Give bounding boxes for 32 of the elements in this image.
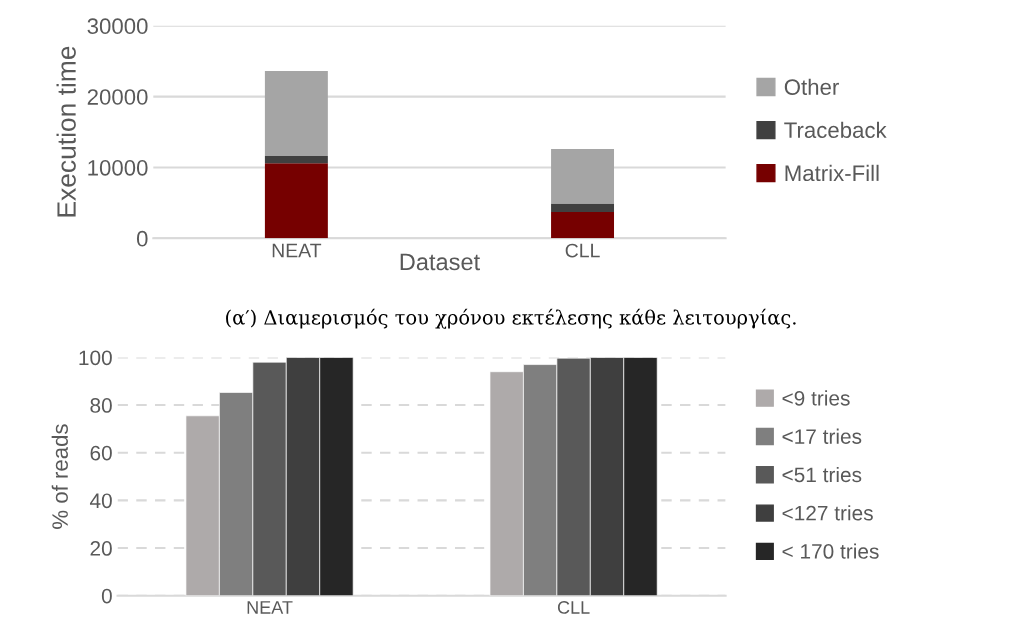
y-tick-label: 60 — [90, 445, 112, 461]
y-tick-label: 0 — [136, 230, 148, 247]
y-tick-label: 10000 — [88, 159, 148, 176]
y-tick-label: 0 — [101, 588, 112, 604]
text: (α′) Διαμερισμός του χρόνου εκτέλεσης κάθε λειτουργίας. — [226, 308, 796, 329]
legend-label: <127 tries — [782, 505, 873, 521]
bar — [551, 212, 615, 239]
x-tick-label: CLL — [557, 601, 590, 614]
y-tick-label: 30000 — [87, 18, 148, 35]
legend-label: <17 tries — [782, 428, 862, 444]
y-tick-label: 80 — [90, 398, 112, 413]
bar — [264, 163, 328, 239]
legend-label: Matrix-Fill — [785, 164, 879, 182]
legend-label: Other — [784, 78, 839, 95]
y-tick-label: 40 — [89, 493, 112, 509]
x-axis-title: Dataset — [400, 253, 480, 271]
y-tick-label: 100 — [79, 350, 112, 366]
y-tick-label: 20 — [90, 541, 112, 556]
bar — [264, 71, 328, 157]
y-tick-label: 20000 — [87, 89, 148, 105]
x-tick-label: NEAT — [272, 243, 322, 258]
y-axis-title: % of reads — [51, 424, 68, 529]
x-tick-label: CLL — [565, 243, 600, 258]
bar — [551, 203, 615, 213]
legend-label: <9 tries — [782, 390, 850, 406]
bar — [264, 156, 328, 164]
y-axis-title: Execution time — [56, 46, 76, 217]
bar — [551, 149, 615, 204]
legend-label: < 170 tries — [782, 543, 879, 559]
legend-label: Traceback — [784, 121, 887, 139]
x-tick-label: NEAT — [247, 601, 293, 614]
legend-label: <51 tries — [782, 466, 862, 483]
